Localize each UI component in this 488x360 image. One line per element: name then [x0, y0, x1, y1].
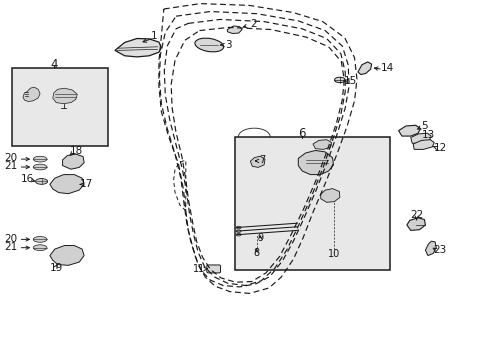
Polygon shape [227, 26, 242, 33]
Text: 16: 16 [21, 174, 35, 184]
Ellipse shape [33, 245, 47, 251]
Text: 14: 14 [380, 63, 394, 73]
Polygon shape [410, 133, 430, 143]
Ellipse shape [36, 179, 48, 184]
Polygon shape [425, 241, 435, 256]
Text: 10: 10 [327, 249, 340, 259]
Text: 19: 19 [49, 263, 63, 273]
Text: 12: 12 [432, 143, 446, 153]
Text: 20: 20 [4, 234, 17, 244]
Text: 15: 15 [343, 76, 356, 86]
Ellipse shape [33, 156, 47, 162]
Polygon shape [312, 140, 331, 149]
Text: 9: 9 [257, 233, 263, 243]
Bar [234, 137, 389, 270]
Text: 7: 7 [259, 155, 264, 165]
Polygon shape [412, 140, 433, 149]
Text: 6: 6 [297, 127, 305, 140]
Polygon shape [298, 150, 333, 175]
Polygon shape [320, 189, 339, 202]
Ellipse shape [33, 164, 47, 170]
Text: 21: 21 [4, 242, 18, 252]
Ellipse shape [236, 226, 241, 229]
Text: 1: 1 [150, 31, 157, 41]
Bar [12, 68, 107, 146]
Ellipse shape [236, 230, 241, 233]
Text: 18: 18 [69, 146, 83, 156]
Text: 22: 22 [409, 210, 423, 220]
Polygon shape [53, 88, 77, 104]
Text: 5: 5 [420, 121, 427, 131]
Polygon shape [357, 62, 371, 75]
Text: 4: 4 [50, 58, 58, 71]
Ellipse shape [195, 38, 223, 52]
Polygon shape [250, 156, 264, 167]
Ellipse shape [236, 234, 241, 236]
FancyBboxPatch shape [206, 265, 220, 273]
Text: 3: 3 [225, 40, 232, 50]
Polygon shape [398, 125, 420, 136]
Polygon shape [50, 175, 84, 194]
Text: 21: 21 [4, 161, 18, 171]
Ellipse shape [334, 77, 345, 83]
Text: 20: 20 [4, 153, 17, 163]
Text: 11: 11 [192, 264, 205, 274]
Text: 23: 23 [432, 245, 446, 255]
Ellipse shape [33, 237, 47, 242]
Polygon shape [23, 87, 40, 102]
Text: 8: 8 [253, 248, 259, 258]
Polygon shape [62, 154, 84, 169]
Text: 17: 17 [79, 179, 93, 189]
Polygon shape [115, 39, 161, 57]
Text: 2: 2 [249, 19, 256, 30]
Polygon shape [406, 218, 425, 230]
Text: 13: 13 [421, 130, 434, 140]
Polygon shape [50, 246, 84, 265]
